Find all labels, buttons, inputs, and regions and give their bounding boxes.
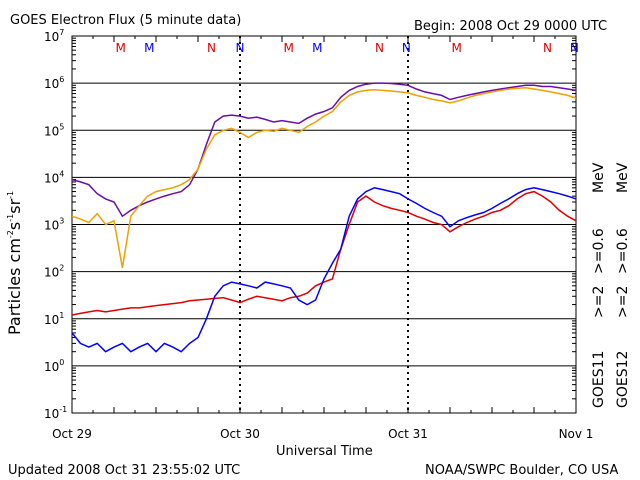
x-tick-label: Oct 31 — [388, 427, 428, 441]
chart-title: GOES Electron Flux (5 minute data) — [10, 13, 241, 28]
plot-area: 107 106 105 104 103 102 101 100 10-1 Oct 29 Oct 30… — [44, 28, 593, 441]
begin-time: Begin: 2008 Oct 29 0000 UTC — [414, 19, 607, 34]
marker-m: M — [116, 41, 126, 55]
x-axis-label: Universal Time — [276, 444, 373, 459]
legend-goes11-low: >=0.6 — [591, 228, 607, 274]
source-credit: NOAA/SWPC Boulder, CO USA — [425, 463, 618, 478]
y-axis-unit-exp3: -1 — [6, 191, 15, 199]
updated-time: Updated 2008 Oct 31 23:55:02 UTC — [8, 463, 240, 478]
y-tick-label: 100 — [44, 358, 64, 374]
y-tick-label: 103 — [44, 217, 64, 233]
legend-goes11-unit: MeV — [591, 162, 607, 193]
legend-goes11-label: GOES11 — [591, 351, 607, 408]
x-tick-label: Nov 1 — [559, 427, 594, 441]
series-goes11_low — [71, 82, 577, 218]
y-axis-label-base: Particles cm — [5, 238, 24, 335]
marker-n: N — [543, 41, 552, 55]
legend-goes12-unit: MeV — [615, 162, 631, 193]
y-axis-label: Particles cm-2s-1sr-1 — [5, 191, 24, 335]
y-tick-label: 101 — [44, 311, 64, 327]
legend-goes12-low: >=0.6 — [615, 228, 631, 274]
y-axis-unit-sr: sr — [5, 198, 24, 213]
marker-n: N — [207, 41, 216, 55]
marker-n: N — [375, 41, 384, 55]
legend-goes12-high: >=2 — [615, 286, 631, 318]
marker-n: N — [570, 41, 579, 55]
series-goes11_high — [71, 187, 577, 353]
y-tick-label: 107 — [44, 28, 64, 44]
y-axis-unit-exp1: -2 — [6, 230, 15, 238]
marker-n: N — [236, 41, 245, 55]
marker-m: M — [284, 41, 294, 55]
legend: GOES11 GOES12 >=2 >=0.6 MeV >=2 >=0.6 Me… — [591, 162, 631, 408]
y-tick-label: 10-1 — [44, 405, 67, 421]
x-tick-label: Oct 29 — [52, 427, 92, 441]
y-tick-label: 106 — [44, 75, 64, 91]
y-tick-label: 104 — [44, 169, 64, 185]
series-goes12_low — [71, 86, 577, 269]
x-tick-label: Oct 30 — [220, 427, 260, 441]
marker-m: M — [312, 41, 322, 55]
marker-n: N — [402, 41, 411, 55]
y-tick-label: 105 — [44, 122, 64, 138]
series-goes12_high — [71, 190, 577, 316]
legend-goes11-high: >=2 — [591, 286, 607, 318]
legend-goes12-label: GOES12 — [615, 351, 631, 408]
y-axis-unit-s: s — [5, 222, 24, 230]
marker-m: M — [144, 41, 154, 55]
marker-m: M — [452, 41, 462, 55]
y-tick-label: 102 — [44, 264, 64, 280]
y-axis-unit-exp2: -1 — [6, 214, 15, 222]
